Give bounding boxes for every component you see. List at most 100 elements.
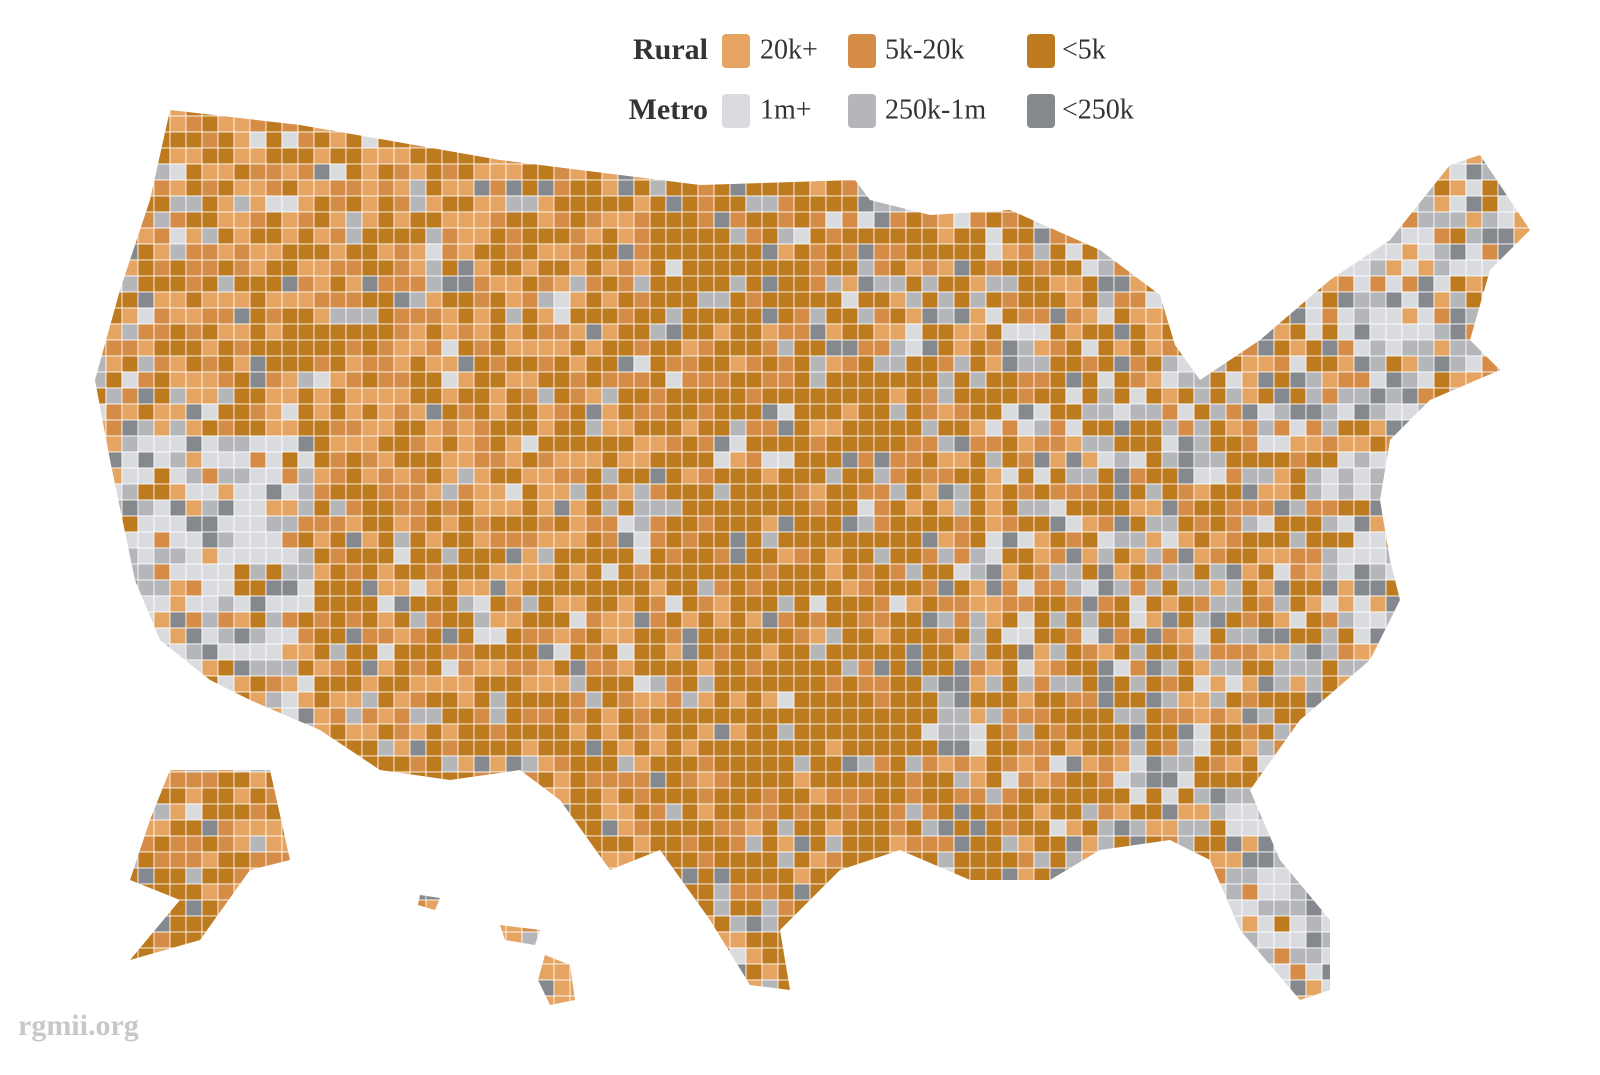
county: [601, 131, 619, 149]
county: [1129, 851, 1147, 869]
county: [473, 915, 491, 933]
county: [1289, 483, 1307, 501]
county: [329, 675, 347, 693]
county: [649, 563, 667, 581]
county: [377, 851, 395, 869]
county: [793, 419, 811, 437]
county: [601, 579, 619, 597]
county: [377, 915, 395, 933]
county: [169, 659, 187, 677]
county: [217, 835, 235, 853]
county: [1001, 110, 1019, 117]
county: [1113, 627, 1131, 645]
county: [777, 499, 795, 517]
county: [95, 627, 107, 645]
county: [345, 451, 363, 469]
county: [745, 723, 763, 741]
county: [409, 531, 427, 549]
county: [697, 499, 715, 517]
county: [761, 515, 779, 533]
county: [713, 883, 731, 901]
county: [169, 595, 187, 613]
county: [601, 691, 619, 709]
county: [921, 547, 939, 565]
county: [105, 851, 123, 869]
county: [1497, 387, 1515, 405]
county: [553, 563, 571, 581]
county: [1273, 579, 1291, 597]
county: [489, 739, 507, 757]
county: [1001, 819, 1019, 837]
county: [409, 435, 427, 453]
county: [809, 835, 827, 853]
county: [1465, 115, 1483, 133]
county: [1065, 611, 1083, 629]
county: [649, 931, 667, 949]
county: [1465, 947, 1483, 965]
county: [1385, 675, 1403, 693]
county: [1449, 499, 1467, 517]
county: [793, 643, 811, 661]
county: [281, 531, 299, 549]
county: [1305, 547, 1323, 565]
county: [1049, 899, 1067, 917]
county: [1433, 451, 1451, 469]
county: [121, 595, 139, 613]
county: [745, 179, 763, 197]
county: [521, 547, 539, 565]
county: [1353, 595, 1371, 613]
county: [729, 275, 747, 293]
county: [361, 883, 379, 901]
county: [1529, 835, 1530, 853]
county: [713, 659, 731, 677]
county: [169, 147, 187, 165]
county: [1177, 275, 1195, 293]
county: [505, 643, 523, 661]
county: [1449, 419, 1467, 437]
county: [857, 307, 875, 325]
county: [1529, 579, 1530, 597]
county: [361, 771, 379, 789]
county: [329, 787, 347, 805]
county: [1433, 691, 1451, 709]
county: [825, 131, 843, 149]
county: [201, 483, 219, 501]
county: [1161, 691, 1179, 709]
county: [1209, 131, 1227, 149]
county: [1369, 451, 1387, 469]
county: [825, 227, 843, 245]
county: [249, 707, 267, 725]
county: [1177, 675, 1195, 693]
county: [857, 339, 875, 357]
county: [95, 707, 107, 725]
county: [313, 243, 331, 261]
county: [409, 627, 427, 645]
county: [1417, 867, 1435, 885]
county: [1049, 499, 1067, 517]
county: [713, 307, 731, 325]
county: [329, 403, 347, 421]
county: [585, 403, 603, 421]
county: [425, 499, 443, 517]
county: [473, 531, 491, 549]
county: [1449, 579, 1467, 597]
county: [1321, 227, 1339, 245]
county: [681, 563, 699, 581]
county: [441, 835, 459, 853]
county: [1225, 707, 1243, 725]
county: [1001, 355, 1019, 373]
county: [329, 739, 347, 757]
county: [889, 243, 907, 261]
county: [361, 403, 379, 421]
county: [137, 723, 155, 741]
county: [361, 547, 379, 565]
county: [95, 339, 107, 357]
county: [889, 595, 907, 613]
county: [361, 755, 379, 773]
county: [1481, 259, 1499, 277]
county: [265, 243, 283, 261]
county: [345, 371, 363, 389]
county: [105, 419, 123, 437]
county: [569, 531, 587, 549]
county: [1369, 963, 1387, 981]
